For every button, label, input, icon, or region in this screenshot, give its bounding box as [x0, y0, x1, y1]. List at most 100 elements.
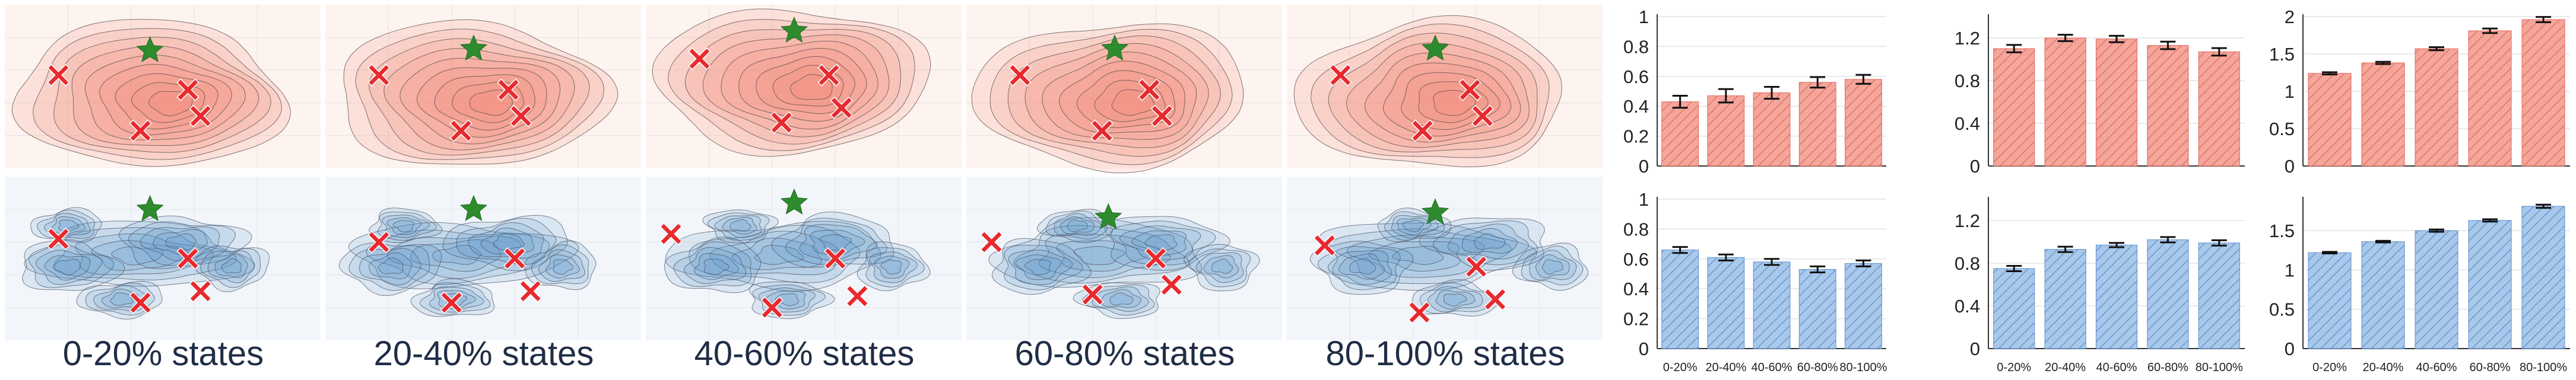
density-contour: [714, 215, 762, 238]
y-tick-label: 0: [2285, 339, 2295, 359]
density-contour: [338, 242, 442, 296]
density-contour: [1338, 253, 1385, 280]
bar: [2308, 252, 2352, 349]
density-contour: [1015, 254, 1062, 280]
y-tick-label: 1: [1639, 7, 1649, 27]
density-contour: [392, 220, 415, 232]
density-contour: [1447, 223, 1529, 260]
x-tick-label: 0-20%: [1663, 361, 1698, 374]
bar: [2361, 241, 2405, 349]
bar: [1753, 261, 1791, 349]
y-tick-label: 1.5: [2269, 44, 2295, 65]
star-icon: [780, 188, 808, 215]
cross-icon: [760, 296, 783, 319]
x-tick-label: 40-60%: [2096, 361, 2137, 374]
cross-icon: [1160, 273, 1183, 296]
bar: [2044, 37, 2086, 167]
density-contour: [44, 255, 91, 281]
x-tick-label: 80-100%: [1839, 361, 1887, 374]
y-tick-label: 1.5: [2269, 221, 2295, 241]
bar: [1661, 250, 1699, 349]
star-icon: [1095, 203, 1122, 229]
y-tick-label: 1.2: [1955, 210, 1980, 231]
density-contour: [1059, 60, 1185, 133]
density-contour: [771, 212, 894, 268]
y-tick-label: 0.5: [2269, 299, 2295, 320]
cross-icon: [189, 280, 212, 303]
star-icon: [459, 194, 488, 221]
density-contour: [493, 233, 525, 251]
cross-icon: [440, 291, 463, 314]
bar: [1707, 257, 1745, 349]
density-contour: [775, 293, 800, 306]
bottom-row-panel-2: [325, 177, 641, 340]
y-tick-label: 0.4: [1955, 296, 1980, 317]
cross-icon: [1329, 63, 1352, 87]
cross-icon: [1150, 104, 1173, 127]
density-contour: [456, 218, 557, 265]
y-tick-label: 0.4: [1955, 113, 1980, 134]
density-contour: [366, 229, 550, 285]
caption-col-3: 40-60% states: [694, 334, 915, 373]
cross-icon: [503, 247, 526, 270]
bar: [2198, 242, 2240, 349]
density-contour: [468, 222, 544, 259]
star-icon: [459, 34, 488, 61]
cross-icon: [1313, 234, 1336, 257]
bar: [2147, 239, 2189, 349]
density-contour: [664, 237, 762, 293]
caption-col-4: 60-80% states: [1014, 334, 1235, 373]
density-contour: [1443, 293, 1467, 306]
x-tick-label: 40-60%: [2416, 361, 2457, 374]
cross-icon: [47, 227, 70, 250]
bar: [2147, 45, 2189, 167]
cross-icon: [1411, 119, 1434, 142]
y-tick-label: 0.8: [1623, 219, 1649, 240]
bar: [1753, 92, 1791, 167]
x-tick-label: 20-40%: [2045, 361, 2086, 374]
density-contour: [399, 58, 561, 145]
y-tick-label: 2: [2285, 7, 2295, 27]
y-tick-label: 0: [2285, 156, 2295, 177]
panel-background: [5, 177, 321, 340]
x-tick-label: 80-100%: [2520, 361, 2567, 374]
cross-icon: [1090, 119, 1113, 142]
bottom-row-panel-3: [646, 177, 962, 340]
y-tick-label: 0.4: [1623, 279, 1649, 299]
x-tick-label: 0-20%: [2312, 361, 2347, 374]
cross-icon: [129, 291, 152, 314]
density-contour: [971, 23, 1244, 174]
bar-chart-bottom-right: 0 0.5 1 1.5 0-20% 20-40% 40-60% 60-80% 80-100%: [2269, 197, 2570, 374]
star-icon: [1421, 198, 1449, 225]
bar: [2198, 51, 2240, 167]
top-row-panel-1: [5, 5, 321, 168]
cross-icon: [519, 280, 542, 303]
x-tick-label: 60-80%: [2470, 361, 2511, 374]
bar: [1993, 268, 2035, 349]
bar: [1661, 101, 1699, 167]
density-contour: [1535, 254, 1570, 278]
density-contour: [1024, 259, 1052, 276]
bar: [1798, 82, 1836, 167]
y-tick-label: 1.2: [1955, 28, 1980, 49]
top-row-panel-3: [646, 5, 962, 168]
density-contour: [683, 247, 747, 285]
bar: [2521, 19, 2565, 167]
density-grid: [5, 5, 1603, 340]
density-contour: [33, 28, 282, 160]
y-tick-label: 0.8: [1955, 71, 1980, 91]
density-contour: [1131, 230, 1187, 256]
cross-icon: [770, 111, 793, 134]
bar: [2415, 230, 2458, 349]
top-row-panel-4: [966, 5, 1282, 174]
density-contour: [988, 217, 1203, 288]
density-contour: [1110, 221, 1216, 266]
top-row-panel-5: [1287, 5, 1603, 168]
density-contour: [110, 292, 134, 306]
density-contour: [1092, 286, 1149, 312]
density-contour: [221, 258, 242, 274]
density-contour: [1349, 258, 1376, 274]
density-contour: [1435, 290, 1476, 310]
y-tick-label: 0: [1970, 339, 1980, 359]
density-contour: [1521, 245, 1584, 286]
